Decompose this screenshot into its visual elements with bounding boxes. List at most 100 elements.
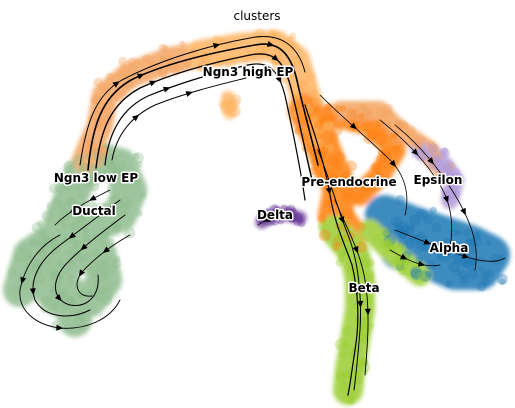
cell-point xyxy=(425,270,433,278)
cell-point xyxy=(363,180,374,191)
cell-point xyxy=(90,268,100,278)
cell-point xyxy=(62,267,69,275)
cell-point xyxy=(78,257,85,265)
cell-point xyxy=(88,180,100,192)
streamline-arrowhead xyxy=(275,75,282,84)
cell-point xyxy=(373,123,386,136)
cell-point xyxy=(358,112,365,119)
cell-point xyxy=(335,258,344,267)
cell-point xyxy=(135,209,143,217)
cell-point xyxy=(86,173,97,184)
cell-point xyxy=(431,222,442,233)
cell-point xyxy=(341,192,353,204)
cell-point xyxy=(329,113,337,121)
cell-point xyxy=(322,120,334,132)
cell-point xyxy=(313,162,325,175)
cell-point xyxy=(100,226,111,237)
cell-point xyxy=(391,242,403,254)
cell-point xyxy=(358,103,365,110)
streamline-arrowhead xyxy=(78,269,86,277)
cell-point xyxy=(142,54,152,64)
streamline xyxy=(19,234,121,329)
cell-point xyxy=(102,270,110,279)
cell-point xyxy=(357,113,366,121)
streamline-arrowhead xyxy=(357,300,364,308)
cell-point xyxy=(348,348,359,359)
cell-point xyxy=(358,361,371,373)
cell-point xyxy=(401,121,409,129)
cell-point xyxy=(289,208,299,219)
cell-point xyxy=(105,175,112,183)
cell-point xyxy=(368,129,378,140)
cell-point xyxy=(496,273,508,285)
streamline-arrowhead xyxy=(460,207,466,216)
cell-point xyxy=(67,273,74,280)
cell-point xyxy=(38,233,47,242)
cell-point xyxy=(129,62,138,72)
cell-point xyxy=(99,170,110,180)
cell-point xyxy=(87,207,97,218)
cell-point xyxy=(418,149,428,159)
cell-point xyxy=(405,225,415,235)
cell-point xyxy=(306,86,318,98)
cell-point xyxy=(485,240,492,247)
streamline-arrowhead xyxy=(427,157,435,165)
streamline xyxy=(104,63,306,201)
streamline xyxy=(317,149,361,391)
cell-point xyxy=(366,282,376,292)
cell-point xyxy=(191,43,198,50)
cell-point xyxy=(289,214,297,222)
cell-point xyxy=(448,260,460,273)
cell-point xyxy=(70,175,79,184)
cell-point xyxy=(273,206,281,214)
cell-point xyxy=(346,265,357,276)
cell-point xyxy=(383,239,393,249)
streamline-arrowhead xyxy=(68,232,76,239)
cell-point xyxy=(409,135,421,147)
cell-point xyxy=(396,225,404,232)
cell-point xyxy=(91,290,101,300)
cell-point xyxy=(62,286,69,294)
streamline xyxy=(319,94,408,216)
cell-point xyxy=(353,107,362,116)
streamline xyxy=(394,229,506,262)
cell-point xyxy=(355,257,365,267)
cell-point xyxy=(391,136,402,147)
streamline-arrowhead xyxy=(69,206,77,213)
cell-point xyxy=(60,221,69,230)
cell-point xyxy=(484,269,494,279)
cluster-region xyxy=(221,91,237,119)
cell-point xyxy=(396,119,407,129)
cell-point xyxy=(445,159,454,168)
cell-point xyxy=(111,258,122,269)
cell-point xyxy=(82,252,92,263)
cell-point xyxy=(389,132,398,140)
cell-point xyxy=(440,148,451,158)
cell-point xyxy=(302,132,311,141)
cell-point xyxy=(42,234,50,242)
cell-point xyxy=(22,248,33,259)
cell-point xyxy=(348,398,355,406)
cell-point xyxy=(31,221,43,233)
cell-point xyxy=(313,106,320,114)
cluster-region xyxy=(72,42,213,173)
cell-point xyxy=(43,256,53,266)
streamline-arrowhead xyxy=(112,81,120,88)
cell-point xyxy=(290,212,298,220)
cell-point xyxy=(112,165,123,177)
cell-point xyxy=(366,322,374,330)
streamline-arrowhead xyxy=(80,243,88,251)
cell-point xyxy=(338,174,347,184)
cell-point xyxy=(98,82,107,91)
cell-point xyxy=(454,177,463,186)
cell-point xyxy=(465,237,474,246)
cell-point xyxy=(409,214,421,227)
cell-point xyxy=(482,279,490,286)
cell-point xyxy=(313,118,321,126)
cell-point xyxy=(359,326,371,338)
cell-point xyxy=(256,210,264,218)
cell-point xyxy=(362,253,370,261)
cell-point xyxy=(274,208,283,217)
cell-point xyxy=(470,235,483,247)
cell-point xyxy=(102,296,113,306)
